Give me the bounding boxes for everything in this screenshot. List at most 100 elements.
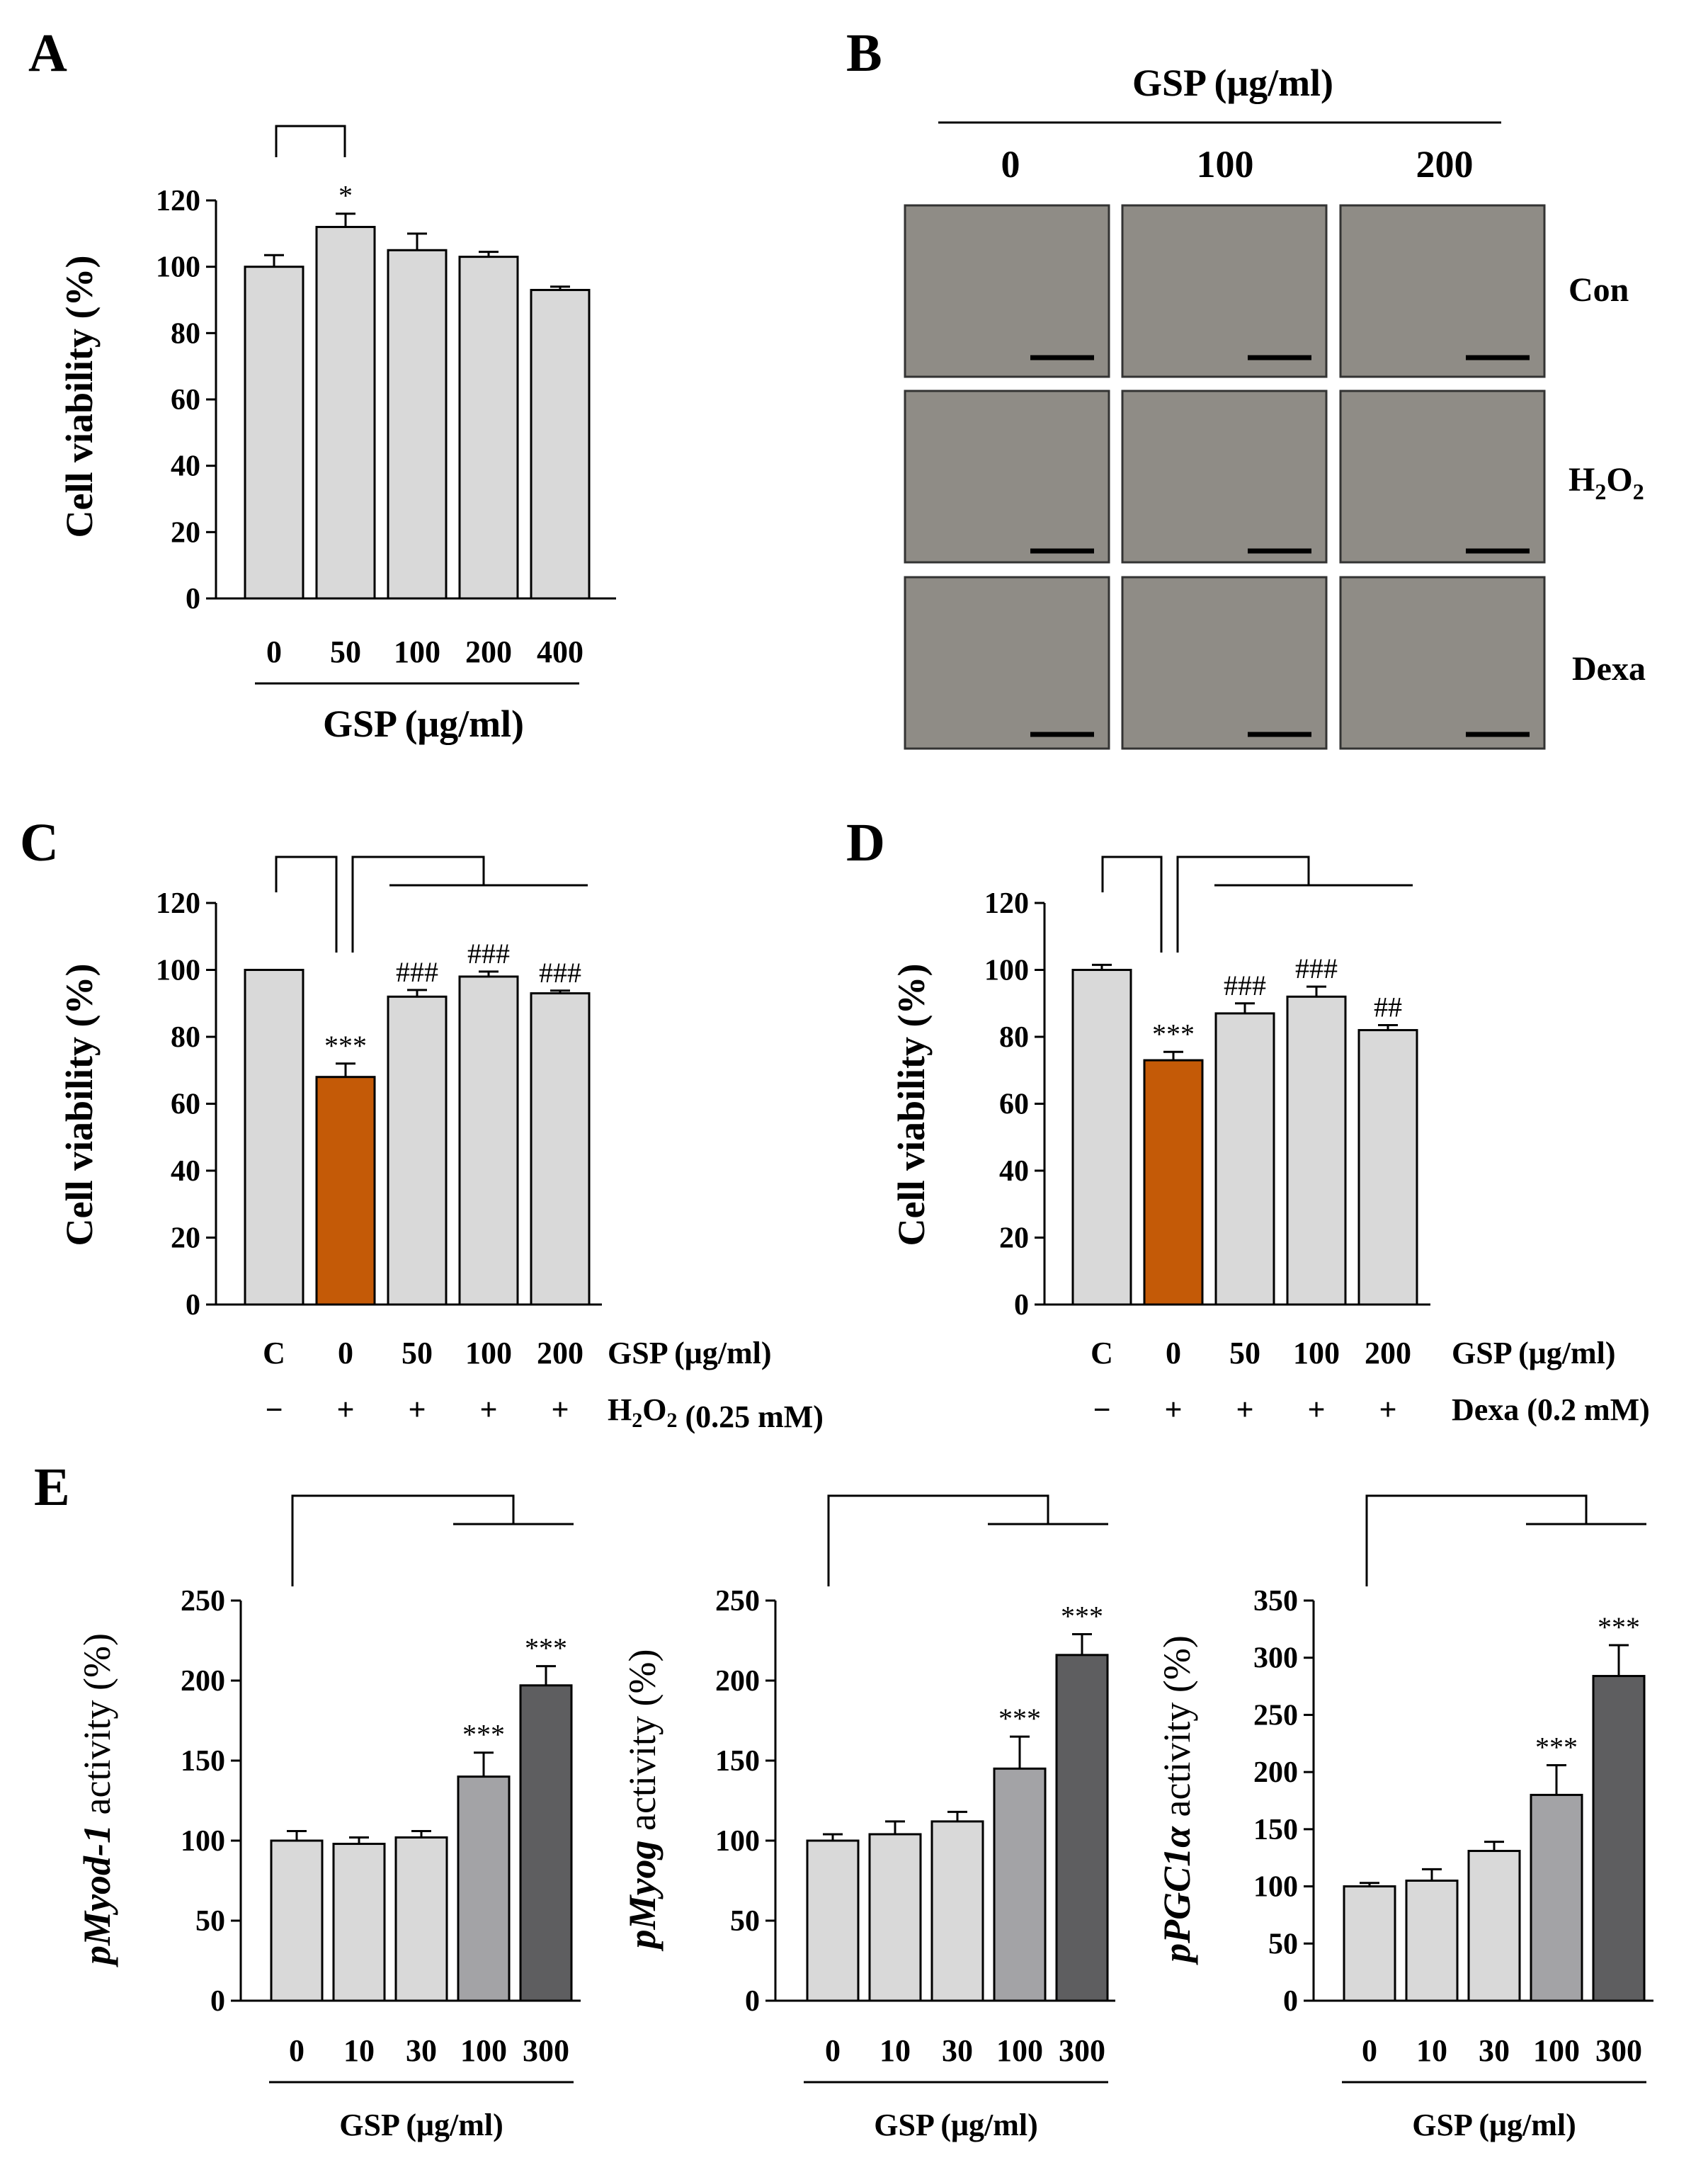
significance-label: *** [525, 1632, 567, 1664]
panel-a-decor [255, 125, 579, 685]
category-label: 10 [1416, 2033, 1447, 2068]
y-tick-label: 250 [1253, 1699, 1298, 1732]
category-label: 300 [1595, 2033, 1642, 2068]
bracket-c-vs-0 [1101, 856, 1163, 953]
bar [1530, 1793, 1583, 2002]
chart-d: 0 20 40 60 80 100 120 C − *** 0 + ### 50 + ### 100 + ## 200… [890, 887, 1650, 1427]
treatment-sign: + [1236, 1392, 1253, 1427]
category-label: 0 [1166, 1336, 1181, 1370]
y-tick-label: 100 [1253, 1871, 1298, 1904]
row1-label: GSP (μg/ml) [1452, 1336, 1616, 1370]
bar [993, 1767, 1047, 2002]
panel-letter-b: B [846, 23, 882, 83]
micrograph-col-2: 200 [1416, 143, 1474, 186]
y-tick-label: 0 [745, 1985, 760, 2018]
y-tick-label: 20 [171, 1222, 200, 1255]
treatment-sign: + [336, 1392, 354, 1427]
y-tick-label: 250 [715, 1585, 760, 1618]
bar [458, 975, 519, 1306]
y-tick-label: 150 [1253, 1814, 1298, 1846]
y-tick-label: 250 [181, 1585, 225, 1618]
row1-label: GSP (μg/ml) [608, 1336, 772, 1370]
category-label: C [263, 1336, 285, 1370]
treatment-sign: − [1093, 1392, 1110, 1427]
bar [387, 995, 448, 1306]
y-tick-label: 150 [181, 1745, 225, 1778]
bar [315, 225, 376, 600]
y-tick-label: 60 [171, 384, 200, 416]
significance-label: ### [1295, 953, 1338, 984]
y-tick-label: 0 [1014, 1289, 1029, 1322]
bar [1592, 1675, 1646, 2002]
significance-label: ### [467, 938, 510, 970]
category-label: 50 [330, 635, 361, 669]
y-tick-label: 200 [715, 1665, 760, 1698]
y-tick-label: 0 [186, 583, 200, 615]
panel-c-brackets [275, 856, 588, 953]
micrograph-con-200 [1339, 204, 1546, 378]
micrograph-col-0: 0 [1001, 143, 1020, 186]
bar [1286, 995, 1347, 1306]
bracket-e2 [827, 1494, 1049, 1586]
y-tick-label: 50 [195, 1905, 225, 1938]
significance-label: *** [998, 1703, 1041, 1734]
y-tick-label: 40 [171, 450, 200, 483]
bar [1405, 1880, 1459, 2002]
panel-e-decor [269, 1494, 1646, 2084]
bar [244, 266, 304, 600]
treatment-sign: + [1307, 1392, 1325, 1427]
treatment-sign: + [551, 1392, 569, 1427]
bar [519, 1684, 573, 2002]
x-group-label: GSP (μg/ml) [323, 703, 524, 745]
bar [270, 1839, 324, 2002]
y-tick-label: 20 [999, 1222, 1029, 1255]
significance-label: *** [462, 1719, 505, 1751]
micrograph-con-100 [1121, 204, 1328, 378]
category-label: 10 [879, 2033, 911, 2068]
micrograph-header: GSP (μg/ml) [1132, 62, 1333, 104]
category-label: 50 [402, 1336, 433, 1370]
chart-e3: 0 50 100 150 200 250 300 350 0 10 30 *** 100 *** 300 pP… [1156, 1585, 1653, 2142]
panel-letter-c: C [20, 813, 59, 873]
y-axis-title: Cell viability (%) [58, 256, 101, 538]
y-tick-label: 100 [156, 251, 200, 284]
x-group-label: GSP (μg/ml) [874, 2108, 1038, 2142]
bar [1143, 1059, 1204, 1306]
x-group-label: GSP (μg/ml) [339, 2108, 503, 2142]
panel-letter-d: D [846, 813, 885, 873]
micrograph-row-con: Con [1568, 271, 1629, 309]
treatment-sign: + [1164, 1392, 1182, 1427]
y-tick-label: 20 [171, 516, 200, 549]
treatment-sign: + [479, 1392, 497, 1427]
y-tick-label: 60 [171, 1089, 200, 1121]
micrograph-h2o2-200 [1339, 390, 1546, 564]
micrograph-dexa-200 [1339, 576, 1546, 750]
chart-e2: 0 50 100 150 200 250 0 10 30 *** 100 *** 300 pMyog ac… [621, 1585, 1115, 2142]
micrograph-row-dexa: Dexa [1572, 650, 1646, 688]
panel-letter-a: A [28, 23, 67, 83]
y-tick-label: 200 [1253, 1756, 1298, 1789]
category-label: 50 [1229, 1336, 1260, 1370]
micrograph-h2o2-0 [904, 390, 1110, 564]
chart-e1: 0 50 100 150 200 250 0 10 30 *** 100 *** 300 pMyod-1 … [76, 1585, 581, 2142]
chart-a: 0 20 40 60 80 100 120 0 * 50 100 200 400 Cell viabili… [58, 180, 616, 745]
y-tick-label: 80 [171, 1021, 200, 1054]
y-tick-label: 40 [171, 1155, 200, 1188]
category-label: C [1091, 1336, 1113, 1370]
bar [1467, 1850, 1521, 2002]
significance-label: ### [1224, 970, 1266, 1001]
x-group-label: GSP (μg/ml) [1412, 2108, 1576, 2142]
bar [806, 1839, 860, 2002]
category-label: 30 [942, 2033, 973, 2068]
category-label: 200 [465, 635, 512, 669]
row2-label: H2O2 (0.25 mM) [608, 1392, 824, 1434]
category-label: 100 [460, 2033, 507, 2068]
chart-c: 0 20 40 60 80 100 120 C − *** 0 + ### 50 + ### 100 + ### 20… [58, 887, 824, 1434]
y-tick-label: 100 [156, 955, 200, 987]
significance-label: *** [324, 1030, 367, 1062]
y-axis-title: pPGC1α activity (%) [1156, 1635, 1198, 1965]
micrograph-dexa-100 [1121, 576, 1328, 750]
y-tick-label: 50 [730, 1905, 760, 1938]
bar [1055, 1654, 1109, 2002]
category-label: 300 [523, 2033, 569, 2068]
